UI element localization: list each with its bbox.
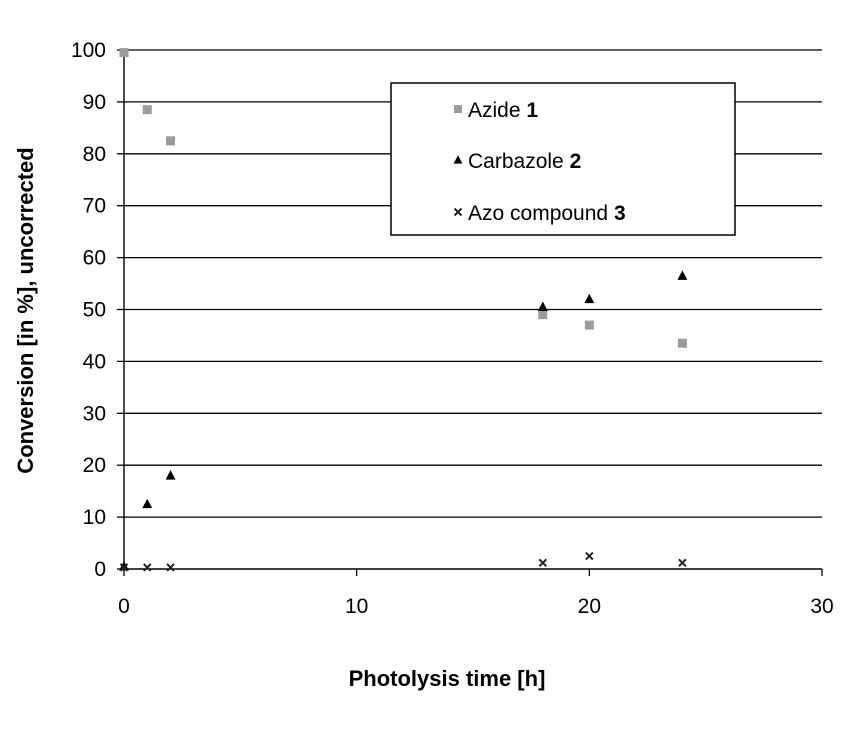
series-carbazole: [119, 270, 688, 571]
x-tick-label: 30: [810, 595, 833, 618]
x-tick-label: 10: [345, 595, 368, 618]
y-tick-label: 100: [71, 39, 106, 62]
legend-compound-number: 2: [570, 150, 582, 173]
data-points: [119, 48, 688, 572]
x-tick-label: 0: [118, 595, 130, 618]
x-tick-labels: 0 10 20 30: [118, 595, 834, 618]
legend: Azide 1 Carbazole 2 Azo compound 3: [390, 82, 736, 236]
data-point-square: [538, 310, 548, 320]
y-tick-label: 50: [83, 299, 106, 322]
y-tick-labels: 0 10 20 30 40 50 60 70 80 90 100: [71, 39, 106, 581]
data-point-square: [584, 320, 594, 330]
legend-box: [390, 82, 736, 236]
data-point-x-stroke-b: [143, 563, 152, 572]
y-tick-label: 10: [83, 506, 106, 529]
data-point-x: [585, 551, 594, 561]
data-point-square: [142, 105, 152, 115]
data-point-x: [143, 563, 152, 572]
legend-compound-number: 1: [526, 99, 538, 122]
series-azide: [119, 48, 687, 348]
y-tick-label: 90: [83, 91, 106, 114]
data-point-square: [119, 48, 129, 58]
x-axis-title: Photolysis time [h]: [349, 666, 546, 691]
data-point-square: [677, 338, 687, 348]
data-point-x: [166, 563, 175, 572]
y-tick-label: 0: [94, 558, 106, 581]
legend-label: Azide 1: [468, 99, 538, 122]
data-point-triangle: [142, 498, 153, 509]
legend-label: Carbazole 2: [468, 150, 581, 173]
data-point-x-stroke-b: [119, 563, 129, 572]
data-point-x: [678, 558, 687, 567]
legend-series-name: Azide: [468, 99, 526, 122]
y-tick-label: 20: [83, 454, 106, 477]
data-point-x-stroke-b: [166, 563, 175, 572]
data-point-x-stroke-b: [678, 558, 687, 567]
series-azo-compound: [119, 551, 687, 572]
y-tick-label: 80: [83, 143, 106, 166]
legend-marker-square: [454, 105, 462, 113]
data-point-square: [166, 136, 176, 146]
axes: [117, 49, 823, 576]
data-point-triangle: [119, 561, 129, 571]
x-tick-label: 20: [578, 595, 601, 618]
legend-label: Azo compound 3: [468, 202, 626, 225]
data-point-x-stroke-b: [538, 558, 548, 567]
y-tick-label: 70: [83, 195, 106, 218]
y-axis-title: Conversion [in %], uncorrected: [13, 147, 38, 473]
data-point-x-stroke-b: [585, 551, 594, 561]
data-point-triangle: [537, 301, 548, 311]
legend-series-name: Carbazole: [468, 150, 570, 173]
legend-marker-x: [453, 207, 463, 217]
data-point-triangle: [677, 270, 688, 280]
data-point-triangle: [584, 293, 595, 304]
legend-series-name: Azo compound: [468, 202, 614, 225]
y-tick-label: 30: [83, 402, 106, 425]
data-point-triangle: [165, 470, 176, 480]
data-point-x: [119, 563, 129, 572]
legend-compound-number: 3: [614, 202, 626, 225]
legend-marker-triangle: [453, 155, 463, 164]
y-tick-label: 40: [83, 350, 106, 373]
y-tick-label: 60: [83, 247, 106, 270]
legend-marker-x-stroke-b: [453, 207, 463, 217]
data-point-x: [538, 558, 548, 567]
